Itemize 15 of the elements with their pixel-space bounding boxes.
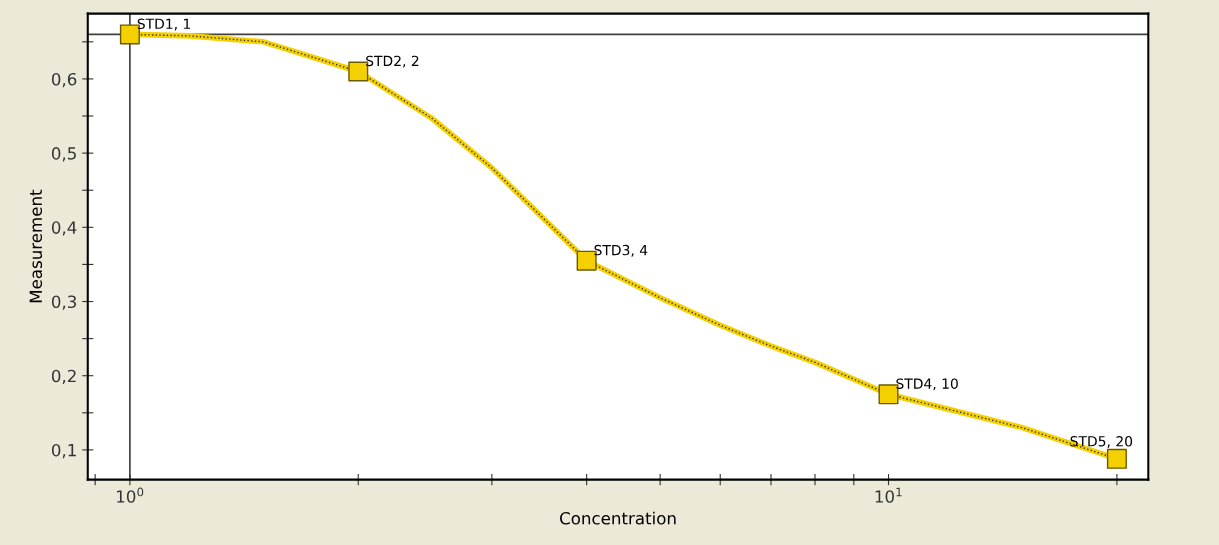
y-tick-label: 0,5 xyxy=(51,147,76,162)
y-tick-label: 0,2 xyxy=(51,369,76,384)
y-tick-label: 0,4 xyxy=(51,221,77,236)
annotation: STD2, 2 xyxy=(366,55,419,68)
annotation: STD5, 20 xyxy=(1070,436,1133,448)
x-axis-title: Concentration xyxy=(560,511,676,525)
y-tick-label: 0,1 xyxy=(51,443,76,459)
x-tick-label: 10$^{0}$ xyxy=(117,487,144,503)
x-tick-label: 10$^{1}$ xyxy=(875,487,902,503)
annotation: STD3, 4 xyxy=(594,244,648,257)
annotation: STD4, 10 xyxy=(896,378,958,391)
y-tick-label: 0,3 xyxy=(51,295,77,310)
y-axis-title: Measurement xyxy=(29,189,43,303)
y-tick-label: 0,6 xyxy=(51,72,77,88)
annotation: STD1, 1 xyxy=(137,18,191,31)
